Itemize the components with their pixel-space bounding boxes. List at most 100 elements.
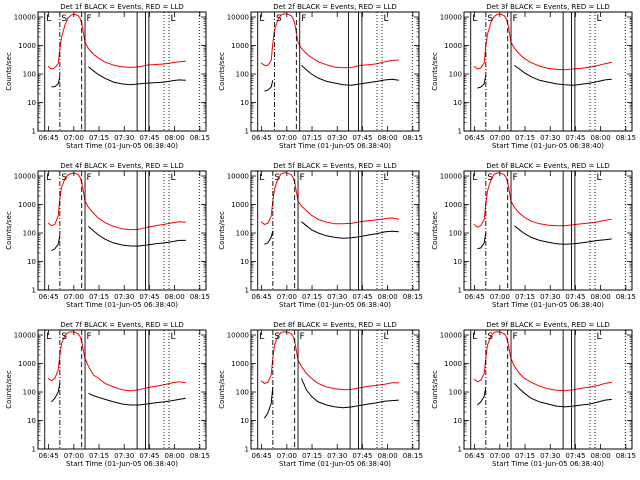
events-series-line: [263, 378, 399, 419]
x-tick-label: 07:00: [490, 293, 510, 301]
events-series-line: [477, 383, 612, 408]
x-tick-label: 08:00: [378, 293, 398, 301]
y-tick-label: 1: [32, 128, 36, 136]
x-axis-label: Start Time (01-Jun-05 06:38:40): [279, 460, 391, 468]
y-axis-label: Counts/sec: [218, 211, 226, 250]
x-tick-label: 07:30: [114, 293, 134, 301]
x-axis-label: Start Time (01-Jun-05 06:38:40): [279, 301, 391, 309]
marker-label: F: [87, 14, 92, 24]
panel-det-2: Det 2f BLACK = Events, RED = LLD L S F L 1 10 1…: [218, 3, 423, 150]
y-axis-label: Counts/sec: [431, 211, 439, 250]
y-tick-label: 10: [453, 417, 462, 425]
x-tick-label: 08:00: [165, 452, 185, 460]
y-tick-label: 10000: [14, 14, 36, 22]
x-axis-label: Start Time (01-Jun-05 06:38:40): [492, 460, 604, 468]
marker-label: L: [46, 173, 51, 183]
y-tick-label: 100: [449, 389, 462, 397]
plot-frame: [250, 11, 420, 132]
marker-label: S: [276, 14, 282, 24]
marker-label: L: [171, 14, 176, 24]
x-tick-label: 07:30: [540, 452, 560, 460]
x-tick-label: 07:00: [64, 293, 84, 301]
y-tick-label: 1000: [231, 360, 249, 368]
events-series-line: [264, 65, 399, 92]
marker-label: S: [487, 332, 493, 342]
x-axis-label: Start Time (01-Jun-05 06:38:40): [492, 142, 604, 150]
x-tick-label: 07:45: [352, 134, 372, 142]
y-tick-label: 10000: [440, 332, 462, 340]
y-tick-label: 1000: [18, 360, 36, 368]
x-tick-label: 08:15: [190, 293, 210, 301]
x-axis-label: Start Time (01-Jun-05 06:38:40): [66, 142, 178, 150]
marker-label: L: [597, 332, 602, 342]
y-tick-label: 10000: [227, 14, 249, 22]
x-tick-label: 07:15: [302, 452, 322, 460]
y-axis-label: Counts/sec: [431, 370, 439, 409]
y-tick-label: 1000: [231, 201, 249, 209]
y-tick-label: 1000: [18, 42, 36, 50]
x-tick-label: 08:00: [591, 134, 611, 142]
x-tick-label: 07:30: [540, 293, 560, 301]
marker-label: L: [472, 14, 477, 24]
marker-label: L: [171, 173, 176, 183]
x-tick-label: 06:45: [465, 134, 485, 142]
lld-series-line: [473, 13, 612, 71]
x-tick-label: 08:15: [403, 134, 423, 142]
lld-series-line: [473, 172, 612, 228]
marker-label: L: [472, 332, 477, 342]
y-tick-label: 100: [23, 230, 36, 238]
x-tick-label: 08:00: [165, 134, 185, 142]
x-tick-label: 06:45: [465, 452, 485, 460]
y-tick-label: 100: [236, 71, 249, 79]
x-tick-label: 08:00: [591, 293, 611, 301]
x-tick-label: 08:00: [378, 134, 398, 142]
x-tick-label: 07:30: [114, 134, 134, 142]
y-tick-label: 100: [236, 230, 249, 238]
y-tick-label: 1: [245, 128, 249, 136]
y-tick-label: 10: [240, 417, 249, 425]
x-tick-label: 08:15: [616, 293, 636, 301]
x-tick-label: 07:45: [352, 293, 372, 301]
y-tick-label: 1000: [444, 42, 462, 50]
lld-series-line: [473, 331, 612, 392]
x-tick-label: 07:30: [540, 134, 560, 142]
y-axis-label: Counts/sec: [431, 52, 439, 91]
marker-label: L: [597, 14, 602, 24]
x-tick-label: 07:15: [515, 293, 535, 301]
x-tick-label: 06:45: [252, 452, 272, 460]
marker-label: F: [513, 173, 518, 183]
x-axis-label: Start Time (01-Jun-05 06:38:40): [66, 301, 178, 309]
y-tick-label: 10000: [227, 173, 249, 181]
x-tick-label: 07:00: [490, 452, 510, 460]
plot-frame: [37, 170, 207, 291]
y-tick-label: 10: [453, 99, 462, 107]
y-tick-label: 10: [240, 258, 249, 266]
marker-label: F: [300, 332, 305, 342]
x-tick-label: 06:45: [39, 293, 59, 301]
y-tick-label: 10000: [440, 14, 462, 22]
marker-label: S: [61, 173, 67, 183]
marker-label: F: [513, 332, 518, 342]
lld-series-line: [260, 13, 399, 69]
y-tick-label: 1: [32, 287, 36, 295]
x-tick-label: 07:15: [89, 134, 109, 142]
marker-label: S: [61, 332, 67, 342]
x-tick-label: 07:00: [277, 452, 297, 460]
marker-label: L: [259, 332, 264, 342]
y-tick-label: 10: [27, 258, 36, 266]
panel-title: Det 3f BLACK = Events, RED = LLD: [486, 3, 609, 11]
x-tick-label: 07:15: [515, 452, 535, 460]
y-tick-label: 100: [449, 71, 462, 79]
panel-title: Det 7f BLACK = Events, RED = LLD: [60, 321, 183, 329]
x-tick-label: 08:00: [378, 452, 398, 460]
x-tick-label: 08:15: [190, 452, 210, 460]
x-tick-label: 07:30: [327, 134, 347, 142]
y-tick-label: 10: [453, 258, 462, 266]
x-tick-label: 07:00: [490, 134, 510, 142]
x-tick-label: 07:00: [277, 134, 297, 142]
lld-series-line: [47, 172, 186, 231]
x-tick-label: 07:45: [352, 452, 372, 460]
